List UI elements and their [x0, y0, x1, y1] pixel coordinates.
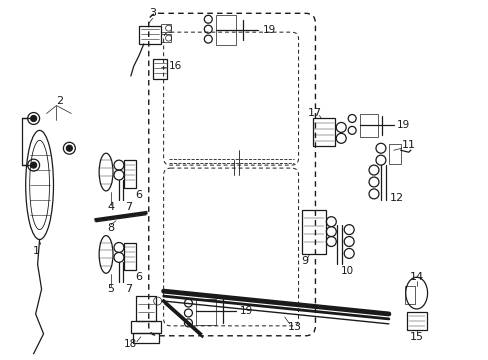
Text: 7: 7	[125, 284, 132, 294]
Bar	[359, 113, 377, 137]
Text: 15: 15	[409, 332, 423, 342]
Circle shape	[66, 145, 72, 151]
Bar	[301, 210, 325, 255]
Text: 16: 16	[168, 61, 182, 71]
Text: 4: 4	[107, 202, 114, 212]
Bar	[313, 118, 335, 146]
Bar	[196, 299, 216, 325]
Text: 1: 1	[33, 247, 40, 256]
Bar	[133, 333, 158, 343]
Text: 2: 2	[56, 96, 63, 105]
Text: 14: 14	[409, 272, 423, 282]
Circle shape	[31, 116, 37, 121]
Bar	[161, 34, 170, 42]
Bar	[123, 160, 136, 188]
Text: 3: 3	[149, 8, 156, 18]
Text: 8: 8	[107, 222, 114, 233]
Bar	[139, 26, 161, 44]
Text: 9: 9	[300, 256, 307, 266]
Text: 19: 19	[396, 121, 409, 130]
Text: 11: 11	[401, 140, 415, 150]
Text: 13: 13	[287, 322, 301, 332]
Text: 19: 19	[263, 25, 276, 35]
Bar	[136, 296, 155, 321]
Text: 12: 12	[389, 193, 403, 203]
Text: 10: 10	[340, 266, 353, 276]
Text: 7: 7	[125, 202, 132, 212]
Bar	[404, 286, 414, 304]
Bar	[216, 15, 236, 45]
Text: 17: 17	[307, 108, 321, 117]
Text: 19: 19	[239, 306, 252, 316]
Bar	[123, 243, 136, 270]
Bar	[161, 24, 170, 32]
Text: 18: 18	[124, 339, 137, 349]
Text: 5: 5	[107, 284, 114, 294]
Bar	[131, 321, 161, 333]
Bar	[406, 312, 426, 330]
Circle shape	[31, 162, 37, 168]
Text: 6: 6	[135, 190, 142, 200]
Bar	[152, 59, 166, 79]
Bar	[388, 144, 400, 164]
Text: 6: 6	[135, 272, 142, 282]
